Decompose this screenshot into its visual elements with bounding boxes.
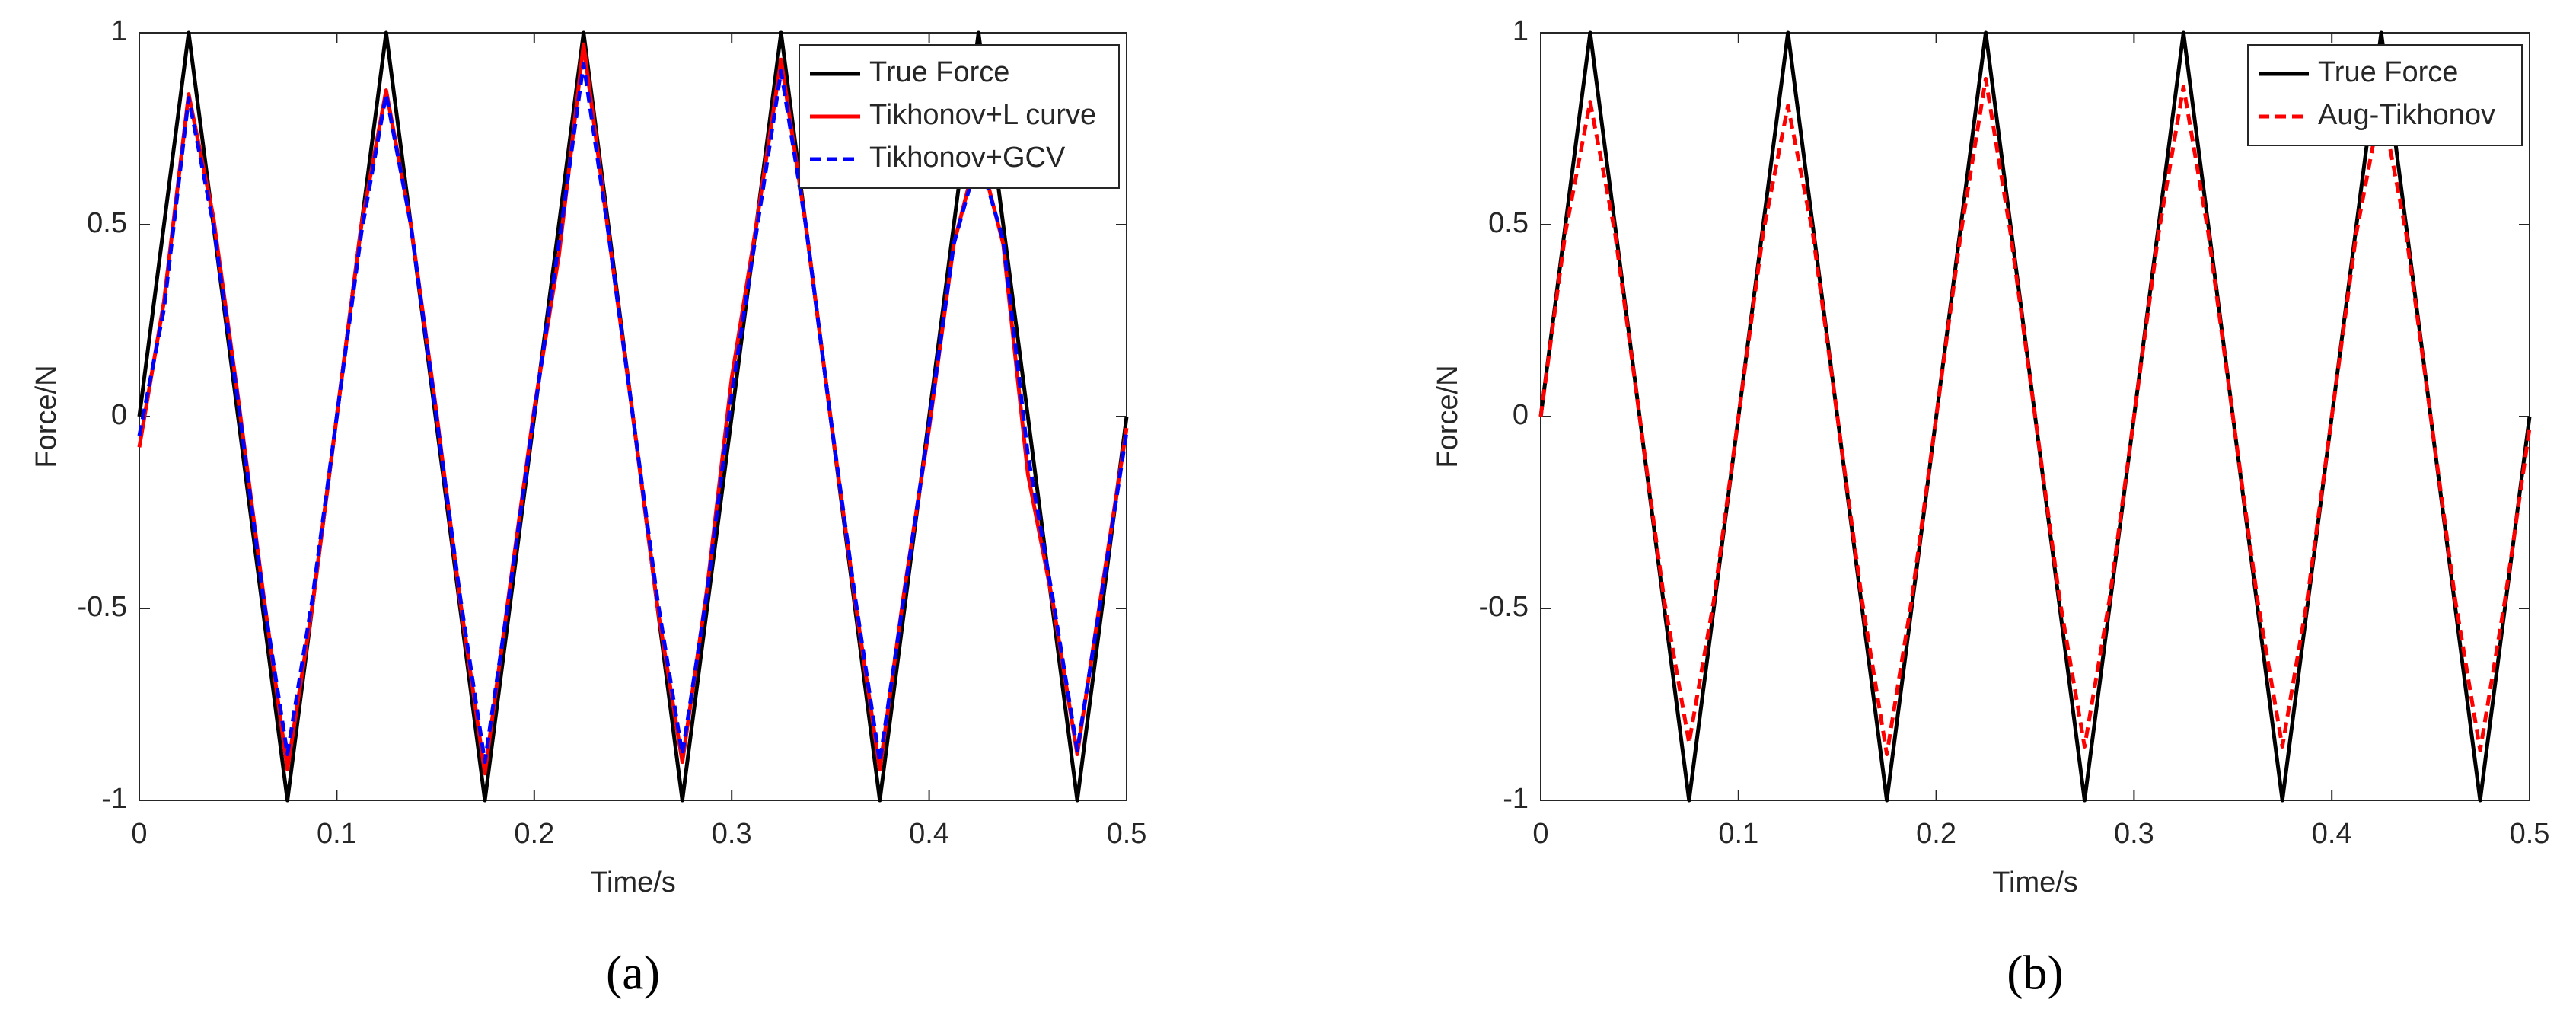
x-tick-label: 0 xyxy=(131,818,147,850)
legend-label: Tikhonov+L curve xyxy=(869,99,1096,131)
x-tick-label: 0.3 xyxy=(2114,818,2154,850)
x-tick-label: 0 xyxy=(1532,818,1548,850)
caption: (a) xyxy=(606,946,660,1000)
x-tick-label: 0.4 xyxy=(2312,818,2352,850)
legend-label: Tikhonov+GCV xyxy=(869,142,1066,174)
caption: (b) xyxy=(2007,946,2064,1000)
x-tick-label: 0.2 xyxy=(514,818,554,850)
x-tick-label: 0.1 xyxy=(1718,818,1758,850)
x-tick-label: 0.1 xyxy=(317,818,357,850)
y-tick-label: 0.5 xyxy=(87,207,127,239)
x-tick-label: 0.3 xyxy=(712,818,752,850)
x-tick-label: 0.4 xyxy=(909,818,949,850)
y-tick-label: -0.5 xyxy=(1479,591,1529,623)
y-tick-label: 0 xyxy=(111,399,127,431)
series-line xyxy=(1538,76,2532,757)
x-axis-label: Time/s xyxy=(1992,867,2078,899)
y-tick-label: -0.5 xyxy=(78,591,127,623)
y-tick-label: 0.5 xyxy=(1488,207,1529,239)
x-tick-label: 0.2 xyxy=(1916,818,1956,850)
series-line xyxy=(137,61,1129,765)
x-tick-label: 0.5 xyxy=(2510,818,2550,850)
x-tick-label: 0.5 xyxy=(1107,818,1147,850)
y-tick-label: 0 xyxy=(1513,399,1529,431)
legend-box xyxy=(2247,44,2523,146)
y-tick-label: -1 xyxy=(1503,783,1529,815)
legend-label: True Force xyxy=(869,56,1009,88)
y-tick-label: 1 xyxy=(1513,15,1529,47)
y-axis-label: Force/N xyxy=(30,365,62,468)
legend-label: Aug-Tikhonov xyxy=(2318,99,2495,131)
y-tick-label: -1 xyxy=(101,783,127,815)
legend-label: True Force xyxy=(2318,56,2458,88)
y-axis-label: Force/N xyxy=(1432,365,1464,468)
x-axis-label: Time/s xyxy=(590,867,676,899)
y-tick-label: 1 xyxy=(111,15,127,47)
